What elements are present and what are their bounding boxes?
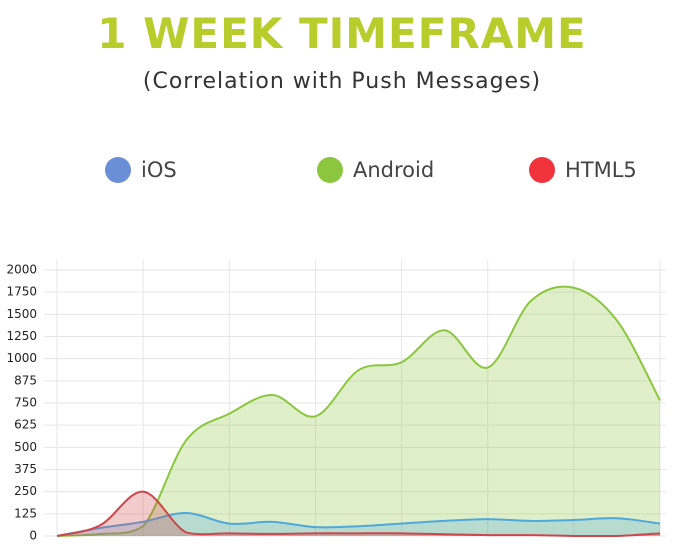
y-tick-label: 500 — [14, 440, 37, 454]
area-line — [56, 490, 661, 537]
legend-swatch — [529, 157, 555, 183]
y-tick-label: 0 — [29, 529, 37, 543]
chart-title: 1 WEEK TIMEFRAME — [97, 9, 587, 58]
area-fill — [57, 286, 660, 536]
y-tick-label: 1250 — [6, 329, 37, 343]
y-tick-label: 1500 — [6, 307, 37, 321]
y-tick-label: 250 — [14, 484, 37, 498]
y-tick-label: 375 — [14, 462, 37, 476]
legend-swatch — [317, 157, 343, 183]
area-fill — [57, 491, 660, 536]
chart-subtitle: (Correlation with Push Messages) — [143, 69, 541, 94]
legend-label: Android — [353, 158, 434, 182]
y-tick-label: 2000 — [6, 263, 37, 277]
legend-label: HTML5 — [565, 158, 637, 182]
y-tick-label: 875 — [14, 373, 37, 387]
area-line — [56, 511, 661, 537]
legend-swatch — [105, 157, 131, 183]
y-tick-label: 125 — [14, 506, 37, 520]
area-line — [56, 285, 661, 537]
y-tick-label: 750 — [14, 396, 37, 410]
y-tick-label: 1000 — [6, 351, 37, 365]
y-tick-label: 1750 — [6, 285, 37, 299]
y-tick-label: 625 — [14, 418, 37, 432]
legend-label: iOS — [141, 158, 177, 182]
